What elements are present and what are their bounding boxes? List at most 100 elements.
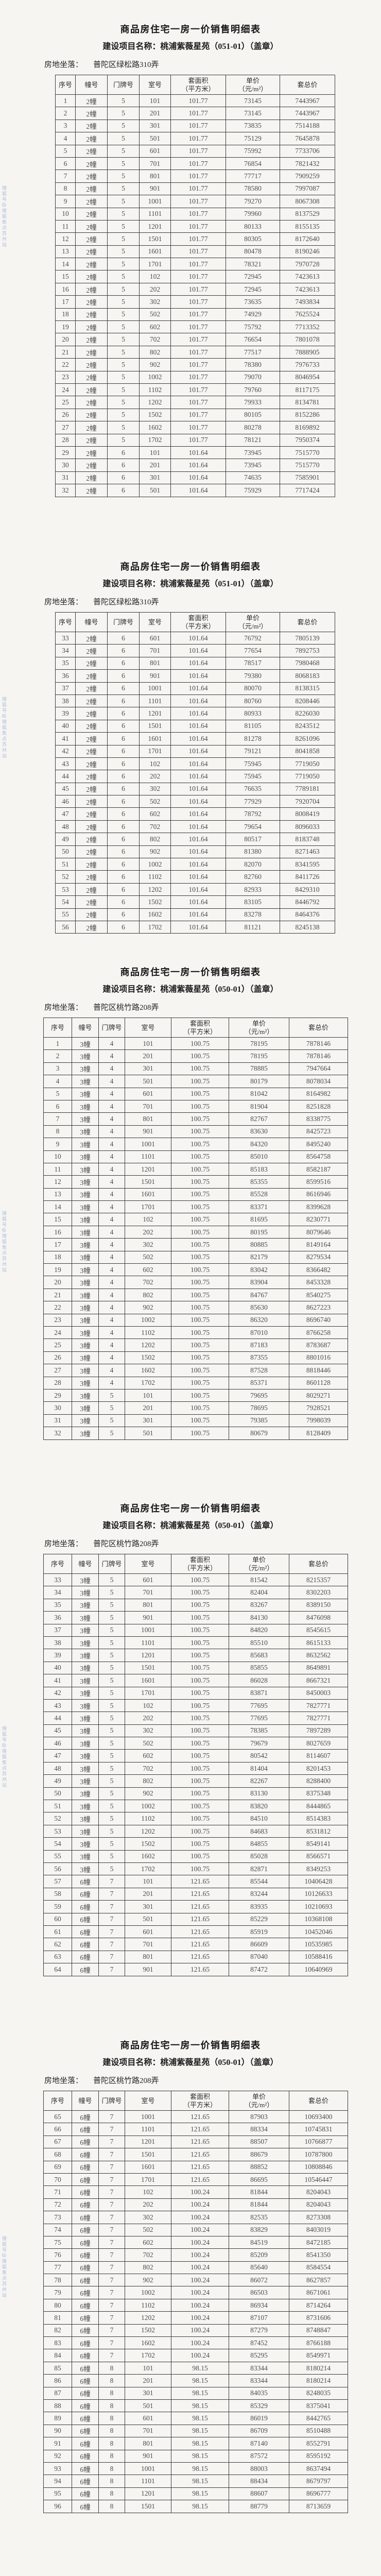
cell-area: 101.64	[170, 631, 226, 645]
table-row: 64 6幢 7 901 121.65 87472 10640969	[43, 1963, 348, 1976]
cell-area: 101.64	[170, 471, 226, 485]
cell-total-price: 8425723	[289, 1125, 348, 1139]
cell-area: 101.64	[170, 807, 226, 821]
side-watermark: 搜狐号@搜狐焦点苏州站	[2, 2236, 7, 2299]
cell-room-no: 502	[125, 2223, 171, 2236]
table-row: 80 6幢 7 1102 100.24 86934 8714264	[43, 2298, 348, 2312]
cell-room-no: 101	[125, 1388, 171, 1402]
cell-door-no: 7	[98, 2223, 125, 2236]
table-row: 89 6幢 8 601 98.15 86019 8442765	[43, 2412, 348, 2425]
col-header-area: 套面积 （平方米）	[170, 612, 226, 632]
cell-index: 25	[43, 1338, 72, 1352]
cell-unit-price: 87010	[229, 1326, 289, 1340]
cell-door-no: 5	[107, 132, 140, 145]
cell-area: 101.77	[170, 421, 226, 434]
cell-total-price: 7970728	[280, 258, 335, 271]
cell-building-no: 3幢	[72, 1162, 99, 1176]
cell-unit-price: 84320	[229, 1138, 289, 1151]
cell-room-no: 1502	[125, 1351, 171, 1365]
cell-unit-price: 87355	[229, 1351, 289, 1365]
cell-unit-price: 87528	[229, 1364, 289, 1377]
cell-room-no: 1002	[139, 370, 171, 384]
cell-total-price: 8566571	[289, 1850, 348, 1863]
cell-unit-price: 76854	[226, 157, 280, 171]
table-row: 7 3幢 4 801 100.75 82767 8338775	[43, 1112, 348, 1126]
cell-building-no: 6幢	[72, 1887, 99, 1901]
cell-door-no: 4	[98, 1112, 125, 1126]
cell-room-no: 302	[125, 1238, 171, 1251]
cell-index: 81	[43, 2311, 72, 2325]
cell-room-no: 102	[139, 757, 171, 771]
cell-room-no: 1202	[139, 883, 171, 896]
cell-total-price: 8541350	[289, 2248, 348, 2262]
cell-unit-price: 83244	[229, 1887, 289, 1901]
cell-index: 89	[43, 2412, 72, 2425]
cell-room-no: 301	[125, 2386, 171, 2400]
cell-building-no: 2幢	[75, 333, 108, 346]
cell-index: 28	[55, 433, 76, 447]
cell-unit-price: 86709	[229, 2424, 289, 2438]
cell-room-no: 702	[139, 333, 171, 346]
cell-building-no: 2幢	[75, 195, 108, 208]
cell-building-no: 2幢	[75, 433, 108, 447]
project-name-line: 建设项目名称：桃浦紫薇星苑（050-01）（盖章）	[102, 985, 279, 994]
cell-room-no: 701	[125, 1938, 171, 1951]
cell-building-no: 3幢	[72, 1573, 99, 1587]
cell-room-no: 1701	[139, 258, 171, 271]
cell-index: 71	[43, 2185, 72, 2199]
col-header-door: 门牌号	[107, 612, 140, 632]
cell-area: 100.24	[171, 2248, 229, 2262]
cell-area: 100.75	[171, 1162, 229, 1176]
cell-total-price: 8748847	[289, 2324, 348, 2337]
cell-unit-price: 83130	[229, 1787, 289, 1801]
cell-building-no: 2幢	[75, 656, 108, 670]
cell-total-price: 8649891	[289, 1661, 348, 1675]
cell-area: 100.75	[171, 1812, 229, 1825]
cell-area: 101.64	[170, 707, 226, 720]
cell-unit-price: 85544	[229, 1875, 289, 1888]
cell-building-no: 2幢	[75, 471, 108, 485]
cell-total-price: 8138315	[280, 682, 335, 695]
cell-room-no: 1202	[125, 1824, 171, 1838]
cell-area: 100.75	[171, 1661, 229, 1675]
table-row: 51 2幢 6 1002 101.64 82070 8341595	[55, 858, 335, 871]
cell-door-no: 7	[98, 2148, 125, 2161]
cell-door-no: 5	[98, 1800, 125, 1813]
cell-building-no: 3幢	[72, 1301, 99, 1314]
cell-door-no: 6	[107, 694, 140, 708]
cell-unit-price: 73945	[226, 446, 280, 460]
cell-index: 47	[55, 807, 76, 821]
cell-building-no: 2幢	[75, 820, 108, 834]
cell-area: 101.77	[170, 408, 226, 422]
location-label: 房地坐落：	[44, 598, 83, 606]
cell-total-price: 7805139	[280, 631, 335, 645]
cell-door-no: 5	[98, 1636, 125, 1650]
cell-index: 19	[43, 1263, 72, 1277]
cell-door-no: 6	[107, 732, 140, 745]
cell-building-no: 6幢	[72, 2475, 99, 2488]
cell-area: 101.77	[170, 182, 226, 196]
cell-unit-price: 75929	[226, 484, 280, 497]
cell-door-no: 5	[107, 345, 140, 359]
cell-area: 100.75	[171, 1125, 229, 1139]
cell-area: 98.15	[171, 2386, 229, 2400]
cell-building-no: 3幢	[72, 1049, 99, 1063]
cell-room-no: 902	[125, 2274, 171, 2287]
cell-room-no: 502	[139, 795, 171, 808]
table-row: 88 6幢 8 501 98.15 85329 8375041	[43, 2399, 348, 2413]
cell-door-no: 4	[98, 1037, 125, 1050]
cell-room-no: 501	[139, 484, 171, 497]
cell-index: 35	[43, 1598, 72, 1612]
cell-building-no: 6幢	[72, 2311, 99, 2325]
cell-total-price: 7998039	[289, 1414, 348, 1428]
table-row: 87 6幢 8 301 98.15 84035 8248035	[43, 2386, 348, 2400]
cell-door-no: 5	[98, 1749, 125, 1762]
cell-index: 20	[55, 333, 76, 346]
cell-building-no: 6幢	[72, 2424, 99, 2438]
table-row: 19 3幢 4 602 100.75 83042 8366482	[43, 1263, 348, 1277]
table-row: 58 6幢 7 201 121.65 83244 10126633	[43, 1887, 348, 1901]
price-sheet-page: 商品房住宅一房一价销售明细表 建设项目名称：桃浦紫薇星苑（051-01）（盖章）…	[0, 561, 381, 934]
cell-room-no: 501	[125, 2399, 171, 2413]
cell-building-no: 2幢	[75, 707, 108, 720]
cell-building-no: 2幢	[75, 295, 108, 309]
